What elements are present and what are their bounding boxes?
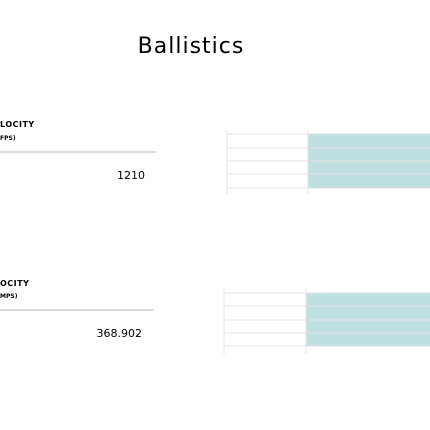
- grid-widget: [226, 130, 430, 194]
- row-label: OCITY: [0, 279, 29, 288]
- row-label: LOCITY: [0, 120, 35, 129]
- row-value: 1210: [117, 169, 145, 182]
- row-unit: MPS): [0, 293, 18, 300]
- row: LOCITY FPS) 1210: [0, 120, 430, 194]
- page-title: Ballistics: [138, 34, 245, 59]
- grid-widget: [223, 289, 430, 354]
- row: OCITY MPS) 368.902: [0, 279, 430, 354]
- row-value: 368.902: [97, 327, 143, 340]
- row-unit: FPS): [0, 135, 16, 142]
